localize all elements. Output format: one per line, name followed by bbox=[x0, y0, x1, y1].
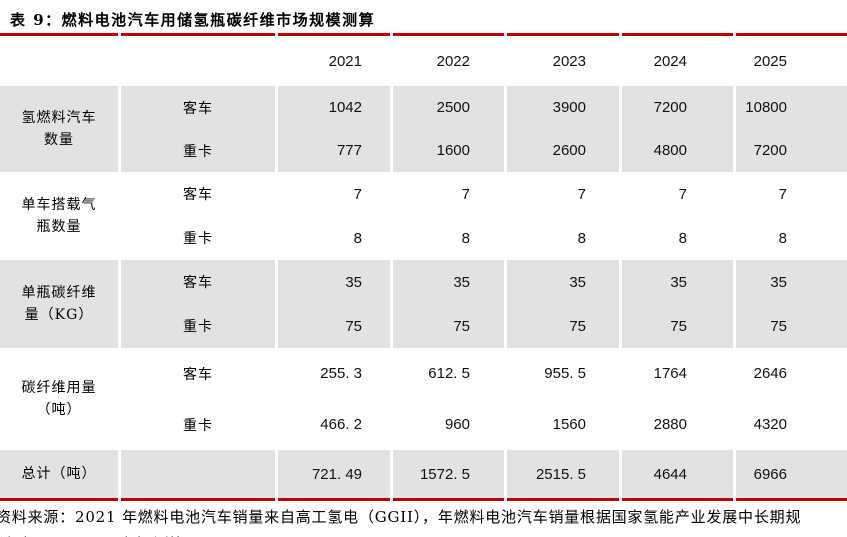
table-row: 氢燃料汽车 数量 客车 1042 2500 3900 7200 10800 bbox=[0, 86, 847, 172]
table-row: 重卡 8 8 8 8 8 bbox=[0, 216, 847, 260]
total-value-cell: 1572. 5 bbox=[393, 450, 504, 501]
value-cell: 75 bbox=[507, 304, 619, 348]
value-cell: 7 bbox=[461, 185, 470, 203]
blank-cell bbox=[121, 450, 275, 501]
vehicle-cell: 客车 bbox=[121, 260, 275, 304]
value-cell: 4320 bbox=[753, 416, 787, 433]
value-cell: 2646 bbox=[753, 365, 787, 382]
year-header: 2024 bbox=[622, 33, 733, 86]
vehicle-cell: 客车 bbox=[183, 187, 213, 203]
value-cell: 7 bbox=[778, 185, 787, 203]
value-cell: 7 bbox=[577, 185, 586, 203]
value-cell: 75 bbox=[622, 304, 733, 348]
value-cell: 612. 5 bbox=[428, 365, 470, 382]
vehicle-cell: 客车 bbox=[121, 86, 275, 129]
total-row: 总计（吨） 721. 49 1572. 5 2515. 5 4644 6966 bbox=[0, 450, 847, 501]
total-value-cell: 721. 49 bbox=[278, 450, 390, 501]
year-header: 2022 bbox=[393, 33, 504, 86]
blank-header-cell bbox=[121, 33, 275, 86]
value-cell: 466. 2 bbox=[320, 416, 362, 433]
value-cell: 8 bbox=[678, 229, 687, 247]
value-cell: 1764 bbox=[653, 365, 687, 382]
value-cell: 4800 bbox=[622, 129, 733, 172]
vehicle-cell: 客车 bbox=[183, 366, 213, 383]
value-cell: 35 bbox=[507, 260, 619, 304]
vehicle-cell: 重卡 bbox=[121, 129, 275, 172]
value-cell: 955. 5 bbox=[544, 365, 586, 382]
value-cell: 777 bbox=[278, 129, 390, 172]
table-row: 单车搭载气 瓶数量 客车 7 7 7 7 7 bbox=[0, 172, 847, 236]
total-value-cell: 2515. 5 bbox=[507, 450, 619, 501]
group-label-cell: 碳纤维用量 （吨） bbox=[21, 380, 97, 418]
value-cell: 1560 bbox=[552, 416, 586, 433]
total-value-cell: 6966 bbox=[736, 450, 847, 501]
value-cell: 960 bbox=[444, 416, 470, 433]
group-label-cell: 单瓶碳纤维 量（KG） bbox=[0, 260, 118, 348]
value-cell: 8 bbox=[778, 229, 787, 247]
vehicle-cell: 重卡 bbox=[183, 231, 213, 247]
year-header-row: 2021 2022 2023 2024 2025 bbox=[0, 33, 847, 86]
table-row: 重卡 75 75 75 75 75 bbox=[0, 304, 847, 348]
value-cell: 75 bbox=[278, 304, 390, 348]
year-header: 2021 bbox=[278, 33, 390, 86]
value-cell: 8 bbox=[353, 229, 362, 247]
table-title: 表 9：燃料电池汽车用储氢瓶碳纤维市场规模测算 bbox=[10, 11, 376, 29]
value-cell: 35 bbox=[393, 260, 504, 304]
table-row: 单瓶碳纤维 量（KG） 客车 35 35 35 35 35 bbox=[0, 260, 847, 348]
source-note-continued: 划（2021-2035 年）测算 bbox=[0, 534, 847, 537]
value-cell: 7200 bbox=[622, 86, 733, 129]
total-label-cell: 总计（吨） bbox=[0, 450, 118, 501]
value-cell: 35 bbox=[278, 260, 390, 304]
value-cell: 3900 bbox=[507, 86, 619, 129]
vehicle-cell: 重卡 bbox=[183, 417, 213, 434]
group-label-cell: 氢燃料汽车 数量 bbox=[0, 86, 118, 172]
value-cell: 75 bbox=[393, 304, 504, 348]
value-cell: 2880 bbox=[653, 416, 687, 433]
value-cell: 1042 bbox=[278, 86, 390, 129]
group-label-cell: 单车搭载气 瓶数量 bbox=[21, 197, 97, 235]
value-cell: 255. 3 bbox=[320, 365, 362, 382]
value-cell: 8 bbox=[461, 229, 470, 247]
table-row: 重卡 777 1600 2600 4800 7200 bbox=[0, 129, 847, 172]
table-row: 重卡 466. 2 960 1560 2880 4320 bbox=[0, 399, 847, 450]
total-value-cell: 4644 bbox=[622, 450, 733, 501]
value-cell: 1600 bbox=[393, 129, 504, 172]
value-cell: 2600 bbox=[507, 129, 619, 172]
market-size-table: 2021 2022 2023 2024 2025 氢燃料汽车 数量 客车 104… bbox=[0, 33, 847, 501]
year-header: 2025 bbox=[736, 33, 847, 86]
table-row: 碳纤维用量 （吨） 客车 255. 3 612. 5 955. 5 1764 2… bbox=[0, 348, 847, 418]
vehicle-cell: 重卡 bbox=[121, 304, 275, 348]
value-cell: 10800 bbox=[736, 86, 847, 129]
value-cell: 75 bbox=[736, 304, 847, 348]
value-cell: 8 bbox=[577, 229, 586, 247]
value-cell: 7200 bbox=[736, 129, 847, 172]
value-cell: 7 bbox=[678, 185, 687, 203]
value-cell: 2500 bbox=[393, 86, 504, 129]
blank-header-cell bbox=[0, 33, 118, 86]
year-header: 2023 bbox=[507, 33, 619, 86]
value-cell: 35 bbox=[622, 260, 733, 304]
value-cell: 7 bbox=[353, 185, 362, 203]
value-cell: 35 bbox=[736, 260, 847, 304]
source-note: 资料来源：2021 年燃料电池汽车销量来自高工氢电（GGII），年燃料电池汽车销… bbox=[0, 508, 802, 526]
